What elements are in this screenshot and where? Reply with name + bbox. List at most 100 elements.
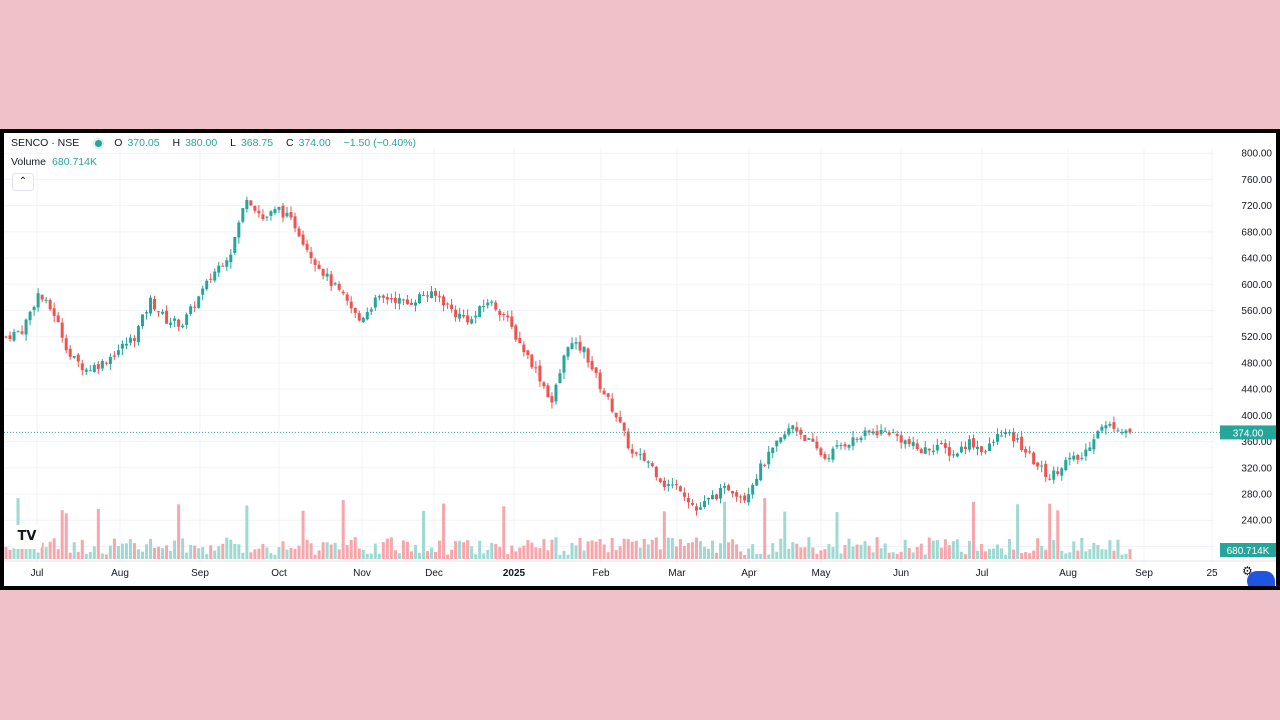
y-tick-label: 520.00 — [1241, 332, 1272, 343]
candle-body — [245, 199, 249, 210]
volume-bar — [1088, 549, 1092, 559]
volume-bar — [321, 542, 325, 559]
candle-body — [514, 325, 518, 340]
candle-body — [891, 432, 895, 434]
candle-body — [586, 348, 590, 363]
volume-bar — [654, 537, 658, 559]
candle-body — [426, 295, 429, 297]
volume-bar — [682, 546, 686, 559]
symbol-name[interactable]: SENCO · NSE — [11, 137, 80, 149]
candle-body — [321, 268, 325, 276]
candle-body — [169, 322, 173, 325]
chart-area[interactable]: 800.00 760.00 720.00 680.00 640.00 600.00 560.… — [4, 133, 1276, 586]
volume-bar — [763, 498, 767, 559]
candle-body — [84, 369, 88, 372]
volume-bar — [831, 546, 835, 559]
candle-body — [1128, 428, 1132, 433]
volume-label[interactable]: Volume — [11, 156, 47, 168]
chat-bubble-icon[interactable] — [1247, 571, 1275, 586]
volume-bar — [245, 505, 249, 559]
candle-body — [177, 319, 181, 327]
volume-bar — [104, 554, 108, 559]
volume-bar — [883, 543, 887, 559]
candle-body — [598, 372, 602, 390]
candle-body — [48, 300, 52, 310]
candle-body — [474, 315, 478, 318]
volume-bar — [1008, 538, 1012, 559]
candle-body — [333, 283, 337, 285]
volume-bar — [690, 542, 694, 559]
candle-body — [112, 355, 116, 357]
candle-body — [289, 212, 293, 218]
volume-bar — [927, 537, 931, 559]
volume-bar — [839, 553, 843, 559]
settings-gear-icon[interactable]: ⚙ — [1242, 564, 1253, 578]
y-tick-label: 600.00 — [1241, 280, 1272, 291]
candle-body — [462, 314, 466, 317]
candle-body — [341, 291, 345, 294]
candle-body — [229, 254, 233, 263]
candle-body — [618, 417, 622, 423]
candle-body — [650, 463, 654, 467]
candle-body — [153, 298, 157, 310]
price-tag: 374.00 — [1233, 428, 1264, 439]
volume-bar — [92, 546, 96, 559]
candle-body — [939, 443, 943, 445]
volume-bar — [963, 554, 967, 559]
candle-body — [1092, 439, 1096, 450]
x-tick-label: Dec — [425, 568, 443, 579]
volume-bar — [405, 541, 409, 559]
volume-bar — [988, 548, 991, 559]
volume-bar — [1052, 539, 1056, 559]
price-chart[interactable]: 800.00 760.00 720.00 680.00 640.00 600.00 560.… — [4, 133, 1276, 586]
volume-bar — [983, 551, 987, 559]
volume-bar — [1056, 510, 1060, 559]
candle-body — [867, 430, 871, 433]
volume-bar — [827, 543, 831, 559]
volume-bar — [165, 545, 169, 559]
x-tick-label: Sep — [191, 568, 209, 579]
volume-bar — [36, 552, 40, 559]
tradingview-logo[interactable]: TV — [12, 525, 42, 549]
candle-body — [494, 302, 498, 310]
volume-bar — [590, 540, 594, 559]
candle-body — [161, 311, 165, 314]
volume-bar — [1096, 545, 1100, 559]
y-tick-label: 800.00 — [1241, 149, 1272, 160]
candle-body — [381, 295, 385, 298]
candle-body — [96, 364, 100, 370]
volume-bar — [470, 546, 474, 559]
volume-bar — [1084, 551, 1088, 559]
candle-body — [526, 350, 530, 356]
candle-body — [827, 458, 831, 460]
candle-body — [1088, 447, 1092, 451]
candle-body — [1064, 459, 1068, 471]
volume-bar — [502, 506, 506, 559]
volume-bar — [161, 547, 165, 559]
candle-body — [221, 265, 225, 267]
candle-body — [799, 429, 803, 435]
candle-body — [670, 484, 674, 486]
volume-bar — [715, 552, 719, 559]
volume-bar — [213, 550, 217, 559]
candle-body — [554, 384, 558, 402]
candle-body — [614, 412, 618, 418]
candle-body — [590, 360, 594, 370]
candle-body — [8, 335, 12, 339]
candle-body — [92, 365, 96, 372]
x-tick-label: Jul — [31, 568, 44, 579]
candle-body — [434, 290, 438, 296]
volume-bar — [40, 542, 44, 559]
candle-body — [361, 317, 365, 322]
volume-bar — [803, 547, 807, 559]
candle-body — [855, 438, 859, 440]
candle-body — [1060, 468, 1064, 476]
candle-body — [923, 447, 927, 454]
candle-body — [60, 322, 64, 338]
volume-bar — [120, 543, 124, 559]
volume-bar — [979, 543, 983, 559]
collapse-legend-button[interactable]: ⌃ — [12, 173, 34, 191]
volume-bar — [947, 545, 951, 559]
candle-body — [450, 304, 454, 309]
volume-bar — [128, 539, 132, 559]
